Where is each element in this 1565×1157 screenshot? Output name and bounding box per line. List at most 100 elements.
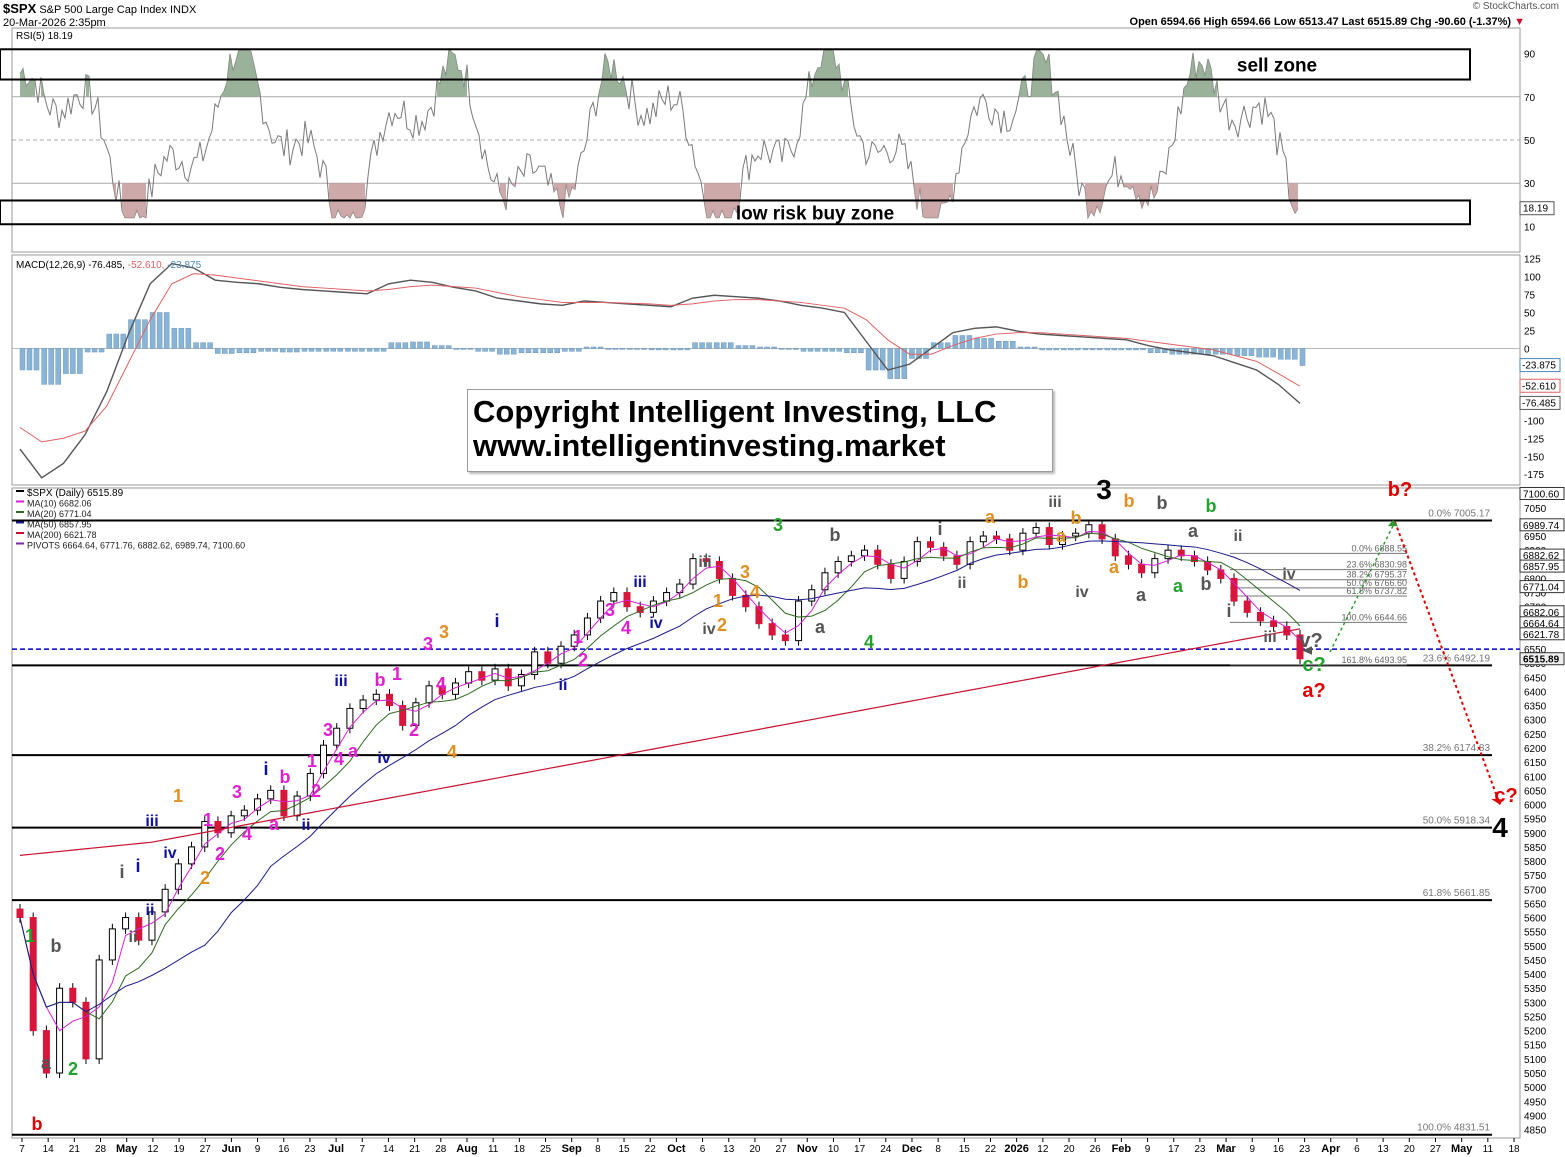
legend-swatch bbox=[16, 500, 24, 503]
price-tick-label: 6350 bbox=[1524, 702, 1547, 713]
legend-entry: PIVOTS 6664.64, 6771.76, 6882.62, 6989.7… bbox=[27, 541, 245, 551]
macd-tick-label: -100 bbox=[1524, 416, 1544, 427]
x-tick-label: 11 bbox=[1483, 1144, 1494, 1155]
x-tick-label: 23 bbox=[304, 1144, 316, 1155]
x-tick-label: 27 bbox=[200, 1144, 212, 1155]
macd-hist-bar bbox=[243, 348, 250, 353]
macd-hist-bar bbox=[576, 348, 582, 352]
inner-fib-label: 61.8% 6737.82 bbox=[1346, 586, 1407, 596]
x-tick-label: 7 bbox=[359, 1144, 365, 1155]
candle bbox=[795, 600, 803, 642]
x-tick-label: Sep bbox=[562, 1143, 582, 1155]
projection-red-path bbox=[1394, 521, 1501, 805]
wave-label: i bbox=[263, 759, 268, 779]
rsi-tick-label: 10 bbox=[1524, 222, 1536, 233]
rsi-oversold-fill bbox=[944, 183, 947, 203]
rsi-oversold-fill bbox=[1142, 183, 1145, 208]
macd-hist-bar bbox=[55, 348, 61, 385]
rsi-overbought-fill bbox=[1022, 75, 1025, 97]
candle bbox=[412, 702, 420, 726]
copyright-line: Copyright Intelligent Investing, LLC bbox=[473, 394, 997, 429]
price-tick-label: 5650 bbox=[1524, 899, 1547, 910]
price-value-label: 6515.89 bbox=[1523, 655, 1560, 666]
candle bbox=[1072, 532, 1080, 537]
macd-hist-bar bbox=[135, 319, 141, 349]
price-value-label: 6682.06 bbox=[1523, 608, 1560, 619]
macd-hist-bar bbox=[1010, 341, 1016, 349]
rsi-overbought-fill bbox=[1043, 54, 1046, 97]
candle bbox=[689, 558, 697, 585]
x-tick-label: Aug bbox=[456, 1143, 477, 1155]
ma20-line bbox=[19, 532, 1301, 1020]
macd-hist-bar bbox=[48, 348, 54, 385]
candle bbox=[913, 541, 921, 562]
candle bbox=[254, 798, 262, 811]
macd-tick-label: 125 bbox=[1524, 255, 1541, 266]
rsi-oversold-fill bbox=[941, 183, 944, 203]
rsi-overbought-fill bbox=[1025, 75, 1028, 97]
wave-label: a bbox=[1173, 576, 1184, 596]
wave-label: iv bbox=[377, 750, 390, 767]
candle bbox=[280, 789, 288, 817]
macd-hist-bar bbox=[996, 341, 1002, 349]
inner-fib-label: 50.0% 6766.60 bbox=[1346, 578, 1407, 588]
price-tick-label: 6100 bbox=[1524, 772, 1547, 783]
rsi-overbought-fill bbox=[449, 49, 452, 97]
macd-hist-bar bbox=[1169, 348, 1176, 355]
x-tick-label: 17 bbox=[1168, 1144, 1180, 1155]
candle bbox=[267, 789, 275, 800]
ma50-line bbox=[19, 540, 1301, 1013]
rsi-overbought-fill bbox=[605, 53, 608, 97]
price-tick-label: 6250 bbox=[1524, 730, 1547, 741]
macd-hist-bar bbox=[699, 342, 705, 349]
x-tick-label: 7 bbox=[19, 1144, 25, 1155]
macd-hist-bar bbox=[41, 348, 47, 385]
rsi-overbought-fill bbox=[239, 49, 242, 97]
macd-hist-bar bbox=[1191, 348, 1197, 355]
x-tick-label: 16 bbox=[1273, 1144, 1285, 1155]
macd-hist-bar bbox=[909, 348, 915, 359]
macd-hist-bar bbox=[525, 348, 532, 353]
quote-bar: Open 6594.66 High 6594.66 Low 6513.47 La… bbox=[1130, 16, 1525, 28]
x-tick-label: 22 bbox=[645, 1144, 657, 1155]
rsi-overbought-fill bbox=[836, 64, 839, 97]
x-tick-label: 8 bbox=[935, 1144, 941, 1155]
macd-hist-bar bbox=[453, 348, 460, 350]
macd-hist-bar bbox=[757, 346, 763, 349]
wave-label: ii bbox=[146, 902, 155, 919]
price-tick-label: 5300 bbox=[1524, 998, 1547, 1009]
wave-label: 1 bbox=[25, 926, 35, 946]
wave-label: a bbox=[1188, 521, 1199, 541]
rsi-oversold-fill bbox=[500, 183, 503, 199]
rsi-overbought-fill bbox=[257, 78, 260, 97]
rsi-overbought-fill bbox=[224, 82, 227, 97]
macd-hist-bar bbox=[1075, 348, 1081, 351]
rsi-overbought-fill bbox=[437, 79, 440, 97]
macd-hist-bar bbox=[858, 348, 864, 353]
wave-label: b bbox=[1071, 508, 1082, 528]
macd-hist-bar bbox=[424, 341, 430, 349]
price-value-tag bbox=[1519, 580, 1565, 594]
wave-label: a bbox=[269, 814, 280, 834]
rsi-oversold-fill bbox=[572, 183, 575, 190]
candle bbox=[1164, 549, 1172, 560]
legend-swatch bbox=[16, 542, 24, 545]
macd-hist-bar bbox=[149, 312, 156, 349]
macd-hist-bar bbox=[1234, 348, 1241, 356]
rsi-overbought-fill bbox=[1187, 75, 1190, 97]
wave-label: a bbox=[815, 617, 826, 637]
macd-hist-bar bbox=[1024, 346, 1031, 349]
rsi-overbought-fill bbox=[29, 78, 32, 97]
wave-label: a bbox=[1056, 526, 1067, 546]
wave-label: 3 bbox=[740, 562, 750, 582]
wave-label: 4 bbox=[864, 632, 874, 652]
candle bbox=[940, 546, 948, 557]
wave-label: i bbox=[135, 856, 140, 876]
macd-hist-bar bbox=[323, 348, 329, 352]
macd-hist-bar bbox=[63, 348, 69, 374]
macd-hist-bar bbox=[771, 346, 777, 349]
rsi-overbought-fill bbox=[1193, 53, 1196, 97]
candle bbox=[808, 589, 816, 602]
macd-hist-bar bbox=[1278, 348, 1284, 360]
macd-hist-bar bbox=[330, 348, 336, 352]
